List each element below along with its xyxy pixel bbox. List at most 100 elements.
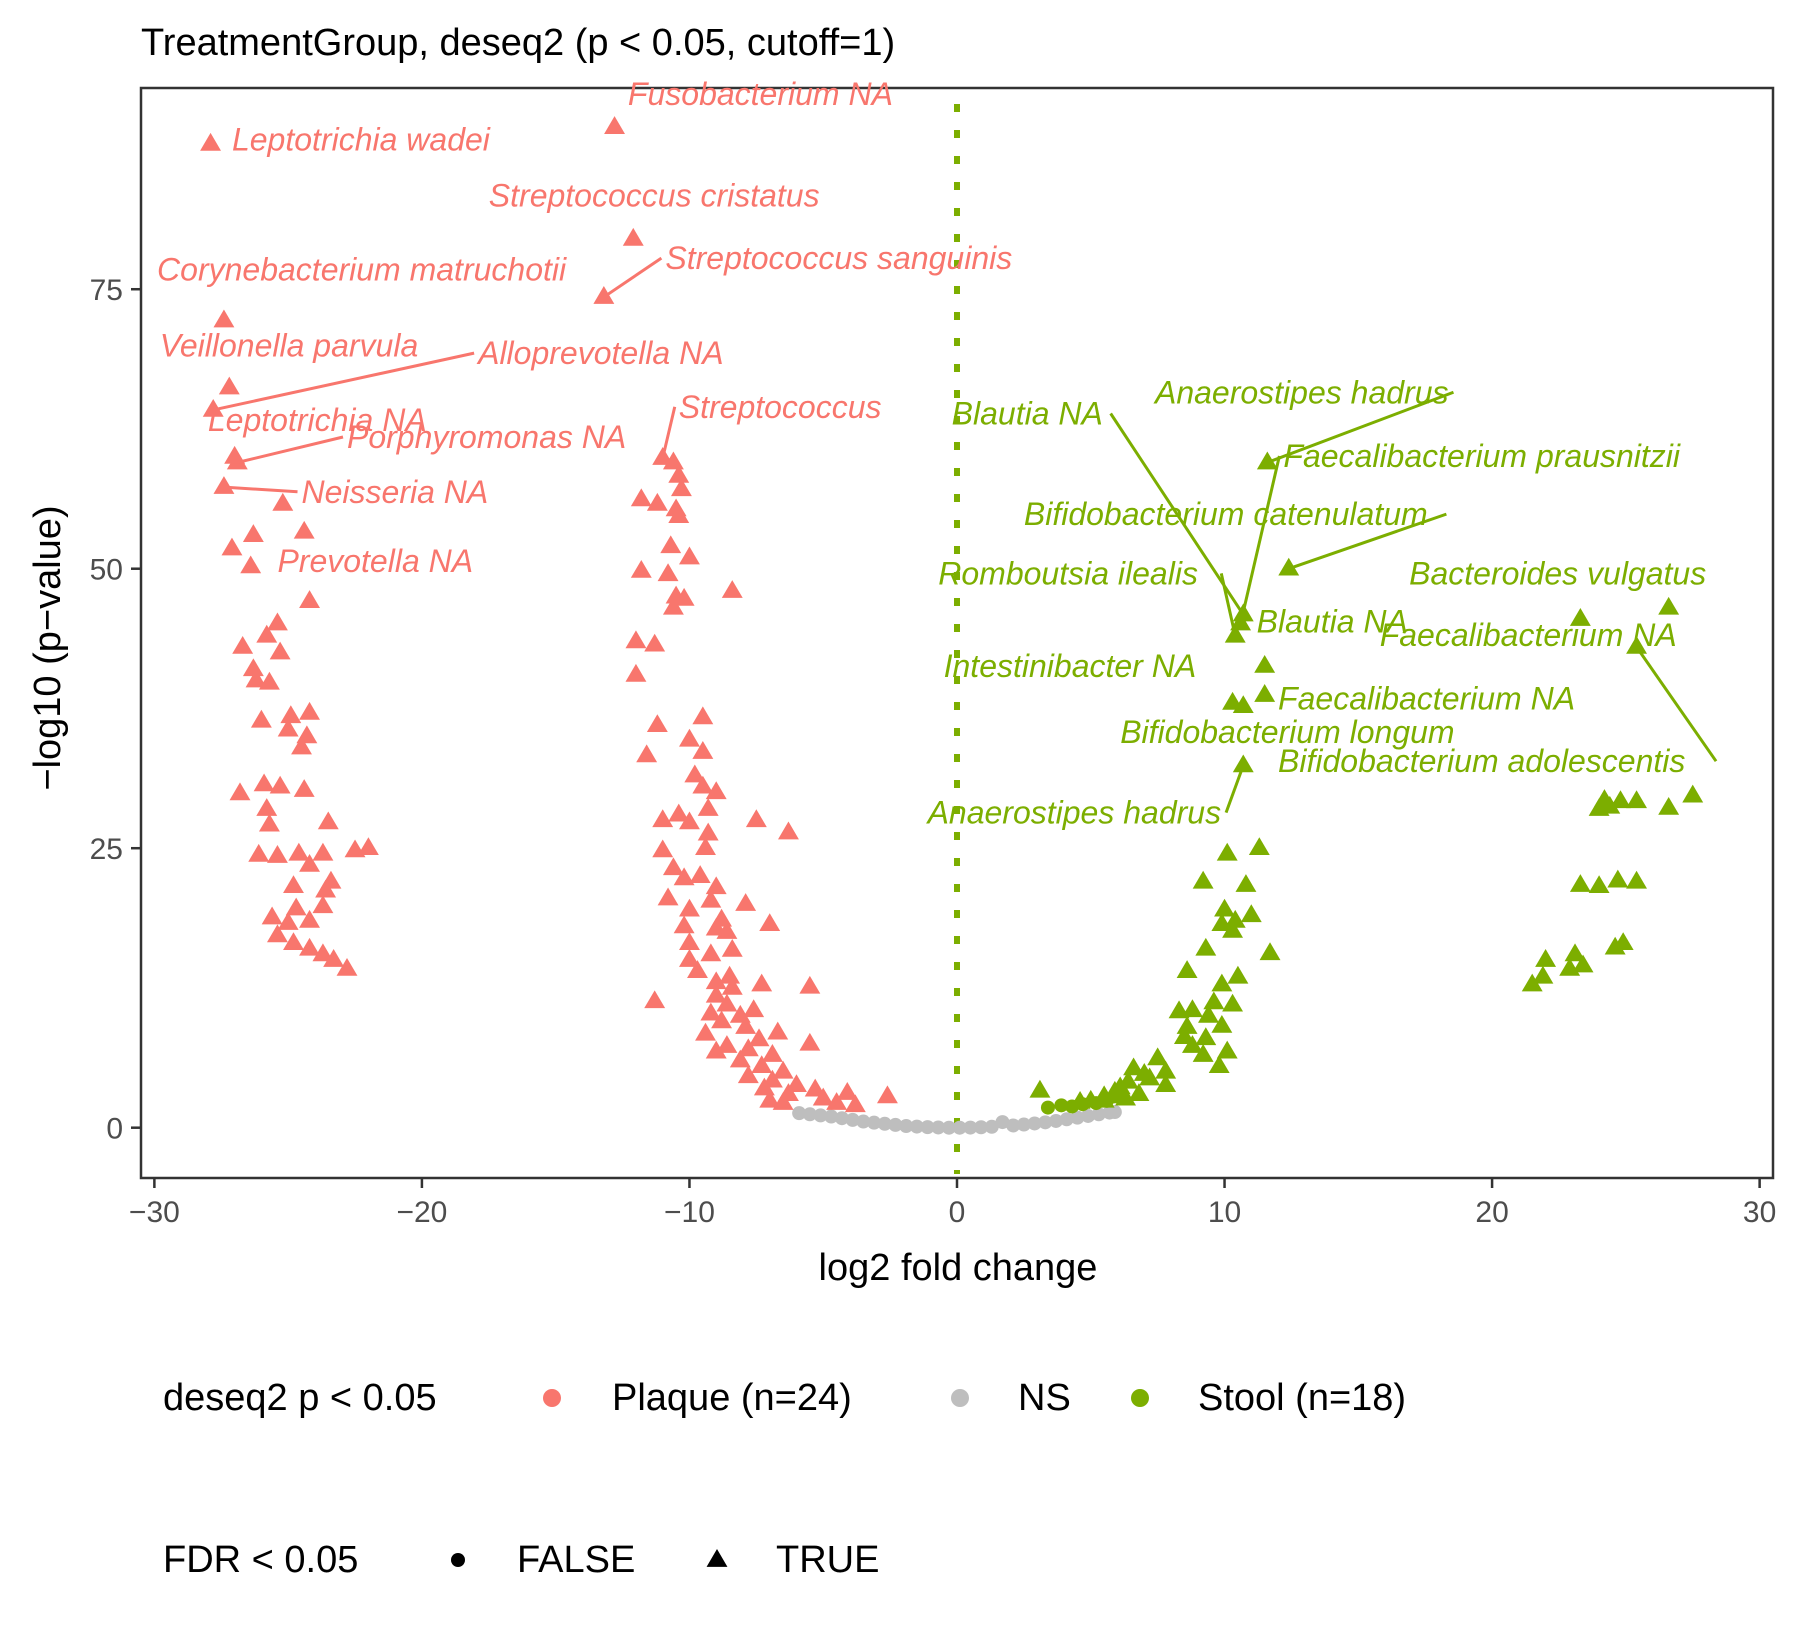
plaque-triangle-point <box>218 376 240 395</box>
plaque-triangle-point <box>336 957 358 976</box>
plaque-triangle-point <box>679 898 700 917</box>
point-label: Blautia NA <box>1257 603 1408 639</box>
point-label: Streptococcus <box>679 389 882 425</box>
x-tick-label: −10 <box>664 1196 715 1229</box>
plaque-triangle-point <box>705 984 727 1003</box>
ns-point <box>995 1115 1010 1130</box>
ns-point <box>845 1112 860 1127</box>
plaque-triangle-point <box>312 895 334 914</box>
stool-circle-point <box>1099 1093 1114 1108</box>
point-label: Bifidobacterium adolescentis <box>1278 743 1685 779</box>
plaque-triangle-point <box>277 912 299 930</box>
legend-label: Stool (n=18) <box>1198 1377 1406 1419</box>
plaque-triangle-point <box>719 965 741 984</box>
y-tick-label: 25 <box>90 833 123 866</box>
stool-triangle-point <box>1198 1004 1219 1023</box>
stool-triangle-point <box>1559 957 1581 976</box>
axes: −30 −20 −10 0 10 20 30 0 25 50 75 <box>90 274 1777 1229</box>
stool-triangle-point <box>1569 608 1591 626</box>
stool-triangle-point <box>1176 960 1198 978</box>
stool-triangle-point <box>1254 684 1276 702</box>
plaque-triangle-point <box>876 1085 898 1104</box>
stool-triangle-point <box>1588 875 1610 894</box>
stool-triangle-point <box>1147 1047 1169 1066</box>
plaque-triangle-point <box>646 492 668 511</box>
plaque-triangle-point <box>705 781 727 800</box>
plaque-triangle-point <box>646 714 668 733</box>
stool-triangle-point <box>1521 973 1543 992</box>
stool-triangle-point <box>1222 993 1244 1012</box>
plaque-triangle-point <box>721 976 743 995</box>
stool-triangle-point <box>1192 870 1214 889</box>
legend-label: TRUE <box>776 1539 879 1581</box>
point-label: Leptotrichia NA <box>208 402 427 438</box>
x-tick-label: 0 <box>949 1196 966 1229</box>
plaque-triangle-point <box>679 949 700 967</box>
plaque-triangle-point <box>705 971 727 990</box>
stool-triangle-point <box>1278 557 1300 576</box>
plot-panel <box>139 86 1775 1180</box>
plaque-triangle-point <box>705 876 727 895</box>
plaque-triangle-point <box>317 811 339 830</box>
plaque-triangle-point <box>673 587 695 606</box>
label-connector <box>223 485 298 494</box>
plaque-triangle-point <box>625 663 647 682</box>
x-tick-label: 20 <box>1475 1196 1508 1229</box>
plaque-triangle-point <box>213 476 235 494</box>
plaque-triangle-point <box>692 706 714 725</box>
plaque-triangle-point <box>673 915 695 934</box>
plaque-triangle-point <box>288 842 310 861</box>
stool-triangle-point <box>1232 695 1254 714</box>
plaque-triangle-point <box>836 1082 858 1100</box>
plaque-triangle-point <box>293 520 315 539</box>
point-label: Bacteroides vulgatus <box>1409 555 1706 591</box>
plaque-triangle-point <box>291 736 312 755</box>
ns-point <box>1016 1117 1031 1132</box>
plaque-triangle-point <box>299 590 321 608</box>
point-label: Neisseria NA <box>302 474 489 510</box>
point-label: Streptococcus cristatus <box>489 178 820 214</box>
label-connector <box>1288 512 1447 571</box>
plaque-triangle-point <box>716 921 738 939</box>
stool-triangle-point <box>1214 898 1235 917</box>
plaque-triangle-point <box>652 809 674 828</box>
plaque-triangle-point <box>705 1040 727 1059</box>
ns-point <box>963 1120 978 1135</box>
stool-triangle-point <box>1658 596 1680 615</box>
legend-label: FALSE <box>517 1539 635 1581</box>
y-axis-label: −log10 (p−value) <box>27 505 69 790</box>
plaque-triangle-point <box>224 445 246 464</box>
ns-point <box>931 1120 946 1135</box>
stool-triangle-point <box>1216 842 1238 861</box>
stool-triangle-point <box>1610 790 1631 809</box>
plaque-triangle-point <box>826 1092 848 1110</box>
stool-triangle-point <box>1208 1055 1230 1074</box>
plaque-triangle-point <box>668 464 690 483</box>
stool-triangle-point <box>1532 965 1554 984</box>
stool-triangle-point <box>1235 874 1257 892</box>
stool-triangle-point <box>1256 451 1278 470</box>
plaque-triangle-point <box>242 658 264 677</box>
plaque-triangle-point <box>735 1016 757 1034</box>
plaque-triangle-point <box>662 451 684 470</box>
plaque-triangle-point <box>743 999 765 1018</box>
plaque-triangle-point <box>242 524 264 542</box>
stool-triangle-point <box>1211 973 1233 992</box>
label-connector <box>661 406 677 459</box>
point-label: Anaerostipes hadrus <box>926 795 1222 831</box>
plaque-triangle-point <box>799 975 821 994</box>
plaque-triangle-point <box>258 671 280 690</box>
plaque-triangle-point <box>258 813 280 832</box>
stool-triangle-point <box>1535 949 1557 967</box>
stool-circle-point <box>1054 1098 1069 1113</box>
plaque-triangle-point <box>253 773 275 792</box>
plaque-triangle-point <box>593 286 615 304</box>
ns-point <box>952 1120 967 1135</box>
plaque-triangle-point <box>692 775 714 794</box>
legend-key-plaque <box>543 1389 561 1407</box>
stool-triangle-point <box>1240 904 1262 923</box>
ns-point <box>909 1119 924 1134</box>
ns-point <box>867 1115 882 1130</box>
stool-triangle-point <box>1607 869 1629 888</box>
